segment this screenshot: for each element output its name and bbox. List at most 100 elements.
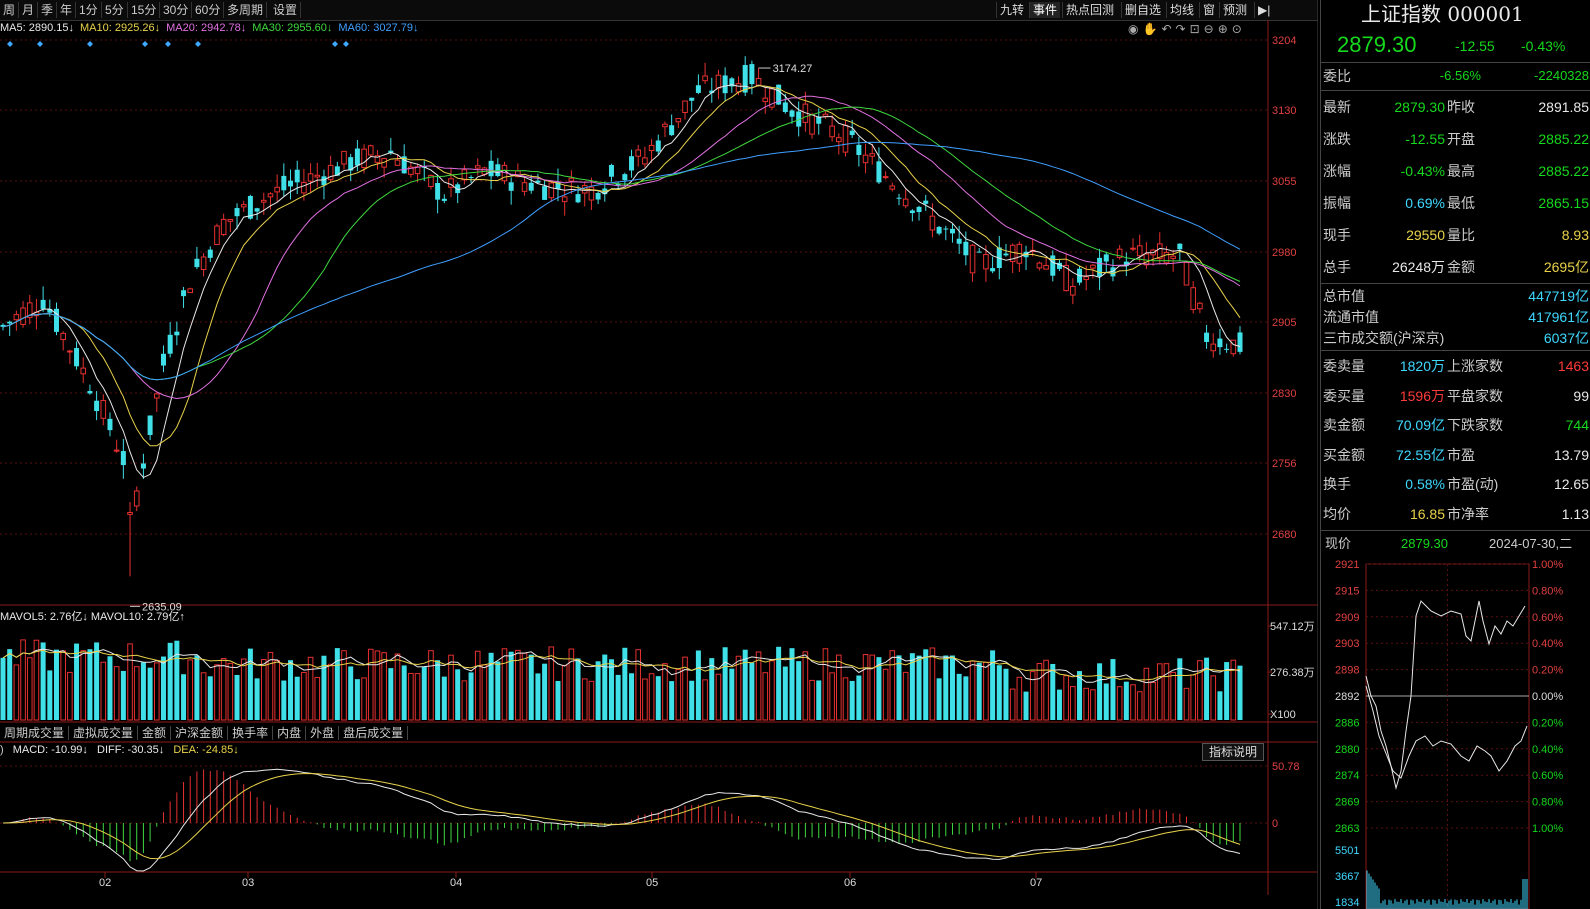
period-tab-10[interactable]: 设置 [270,2,302,18]
redo-icon[interactable]: ↷ [1175,22,1190,36]
tool-tab-5[interactable]: 窗 [1199,2,1218,18]
volume-bar [481,664,488,721]
indicator-tab-3[interactable]: 沪深金额 [171,726,229,740]
quote-label: 市盈 [1447,446,1475,463]
volume-bar [381,652,387,721]
period-tab-6[interactable]: 15分 [128,2,161,18]
indicator-tab-2[interactable]: 金额 [138,726,172,740]
volume-bar [1130,684,1136,721]
volume-bar [100,661,107,721]
period-tab-9[interactable]: 多周期 [224,2,268,18]
mini-pct-label: 0.80% [1532,797,1563,809]
chart-tools[interactable]: ◉✋↶↷⊡⊖⊕⊙ [1128,22,1246,36]
tool-tab-0[interactable]: 九转 [996,2,1027,18]
lock-icon[interactable]: ⊡ [1189,22,1204,36]
candle-body [709,90,715,93]
mv-value: 417961亿 [1528,309,1589,325]
price-tick-label: 3055 [1272,176,1296,188]
volume-bar [1029,671,1036,721]
quote-value: -0.43% [1400,163,1445,179]
period-tab-2[interactable]: 季 [38,2,58,18]
period-tab-1[interactable]: 月 [19,2,39,18]
expand-icon[interactable]: ▶| [1254,2,1273,18]
quote-value: 70.09亿 [1395,417,1445,434]
candle-body [113,449,120,452]
candle-body [361,148,367,169]
candle-body [561,196,568,203]
candle-body [1156,243,1163,260]
event-marker [37,41,43,47]
zoom-out-icon[interactable]: ⊖ [1203,22,1218,36]
more-icon[interactable]: ⊙ [1231,22,1246,36]
candle-body [1110,267,1116,277]
candle-body [20,307,26,325]
price-tick-label: 3130 [1272,105,1296,117]
volume-bar [127,643,133,721]
indicator-tab-5[interactable]: 内盘 [273,726,307,740]
price-tick-label: 3204 [1272,35,1296,47]
undo-icon[interactable]: ↶ [1161,22,1176,36]
volume-bar [234,674,240,720]
candle-body [615,183,621,186]
period-tab-4[interactable]: 1分 [76,2,102,18]
kline-chart[interactable]: 3204 3130 3055 2980 2905 2830 2756 2680 3174.27 2… [0,0,1318,909]
diff-value: DIFF: -30.35↓ [97,744,165,756]
volume-bar [996,665,1002,720]
month-label: 06 [844,877,856,889]
tool-tab-3[interactable]: 删自选 [1121,2,1164,18]
indicator-tab-7[interactable]: 盘后成交量 [339,726,409,740]
quote-label: 现手 [1323,227,1351,243]
period-tab-5[interactable]: 5分 [102,2,128,18]
candle-body [133,490,140,507]
volume-bar [1016,676,1023,721]
mavol-line [2,648,1241,684]
period-tab-8[interactable]: 60分 [192,2,225,18]
diff-line [2,768,1241,872]
period-tab-7[interactable]: 30分 [160,2,193,18]
event-marker [343,41,349,47]
candle-body [796,111,802,127]
tool-tab-4[interactable]: 均线 [1166,2,1197,18]
ma-line-5 [2,84,1241,479]
quote-value: -12.55 [1405,131,1445,147]
hand-icon[interactable]: ✋ [1142,22,1162,36]
tool-tab-2[interactable]: 热点回测 [1062,2,1117,18]
volume-bar [849,680,855,720]
eye-icon[interactable]: ◉ [1128,22,1143,36]
candle-body [1130,247,1136,250]
mini-vol-label: 5501 [1335,845,1359,857]
indicator-tab-6[interactable]: 外盘 [306,726,340,740]
indicator-tab-4[interactable]: 换手率 [228,726,274,740]
quote-value: 13.79 [1553,446,1589,463]
candle-body [1056,262,1062,269]
indicator-tab-1[interactable]: 虚拟成交量 [69,726,139,740]
period-tab-0[interactable]: 周 [0,2,20,18]
candle-body [461,169,468,181]
mv-label: 总市值 [1323,288,1365,304]
volume-bar [508,651,514,720]
zoom-in-icon[interactable]: ⊕ [1217,22,1232,36]
volume-bar [729,668,735,720]
indicator-help-button[interactable]: 指标说明 [1202,743,1265,761]
tool-tab-1[interactable]: 事件 [1029,2,1061,18]
intraday-chart[interactable]: 1.00% 2921 0.80% 2915 0.60% 2909 0.40% 2903 0.20… [1321,556,1590,909]
quote-value: 12.65 [1553,476,1589,493]
volume-bar [969,660,976,721]
quote-label: 市盈(动) [1447,476,1499,493]
volume-bar [983,661,989,721]
volume-bar [354,679,360,720]
volume-bar [816,680,822,720]
indicator-tab-0[interactable]: 周期成交量 [0,726,70,740]
period-tab-3[interactable]: 年 [57,2,77,18]
ma-legend-item-1: MA10: 2925.26↓ [80,22,161,34]
tool-tab-6[interactable]: 预测 [1219,2,1250,18]
ma-line-30 [2,106,1241,381]
candle-body [749,64,755,85]
volume-bar [367,648,374,721]
volume-bar [1009,688,1016,721]
candle-body [889,185,896,190]
volume-bar [842,677,849,721]
candle-body [662,123,668,128]
candle-body [94,400,100,412]
volume-bar [13,664,20,721]
